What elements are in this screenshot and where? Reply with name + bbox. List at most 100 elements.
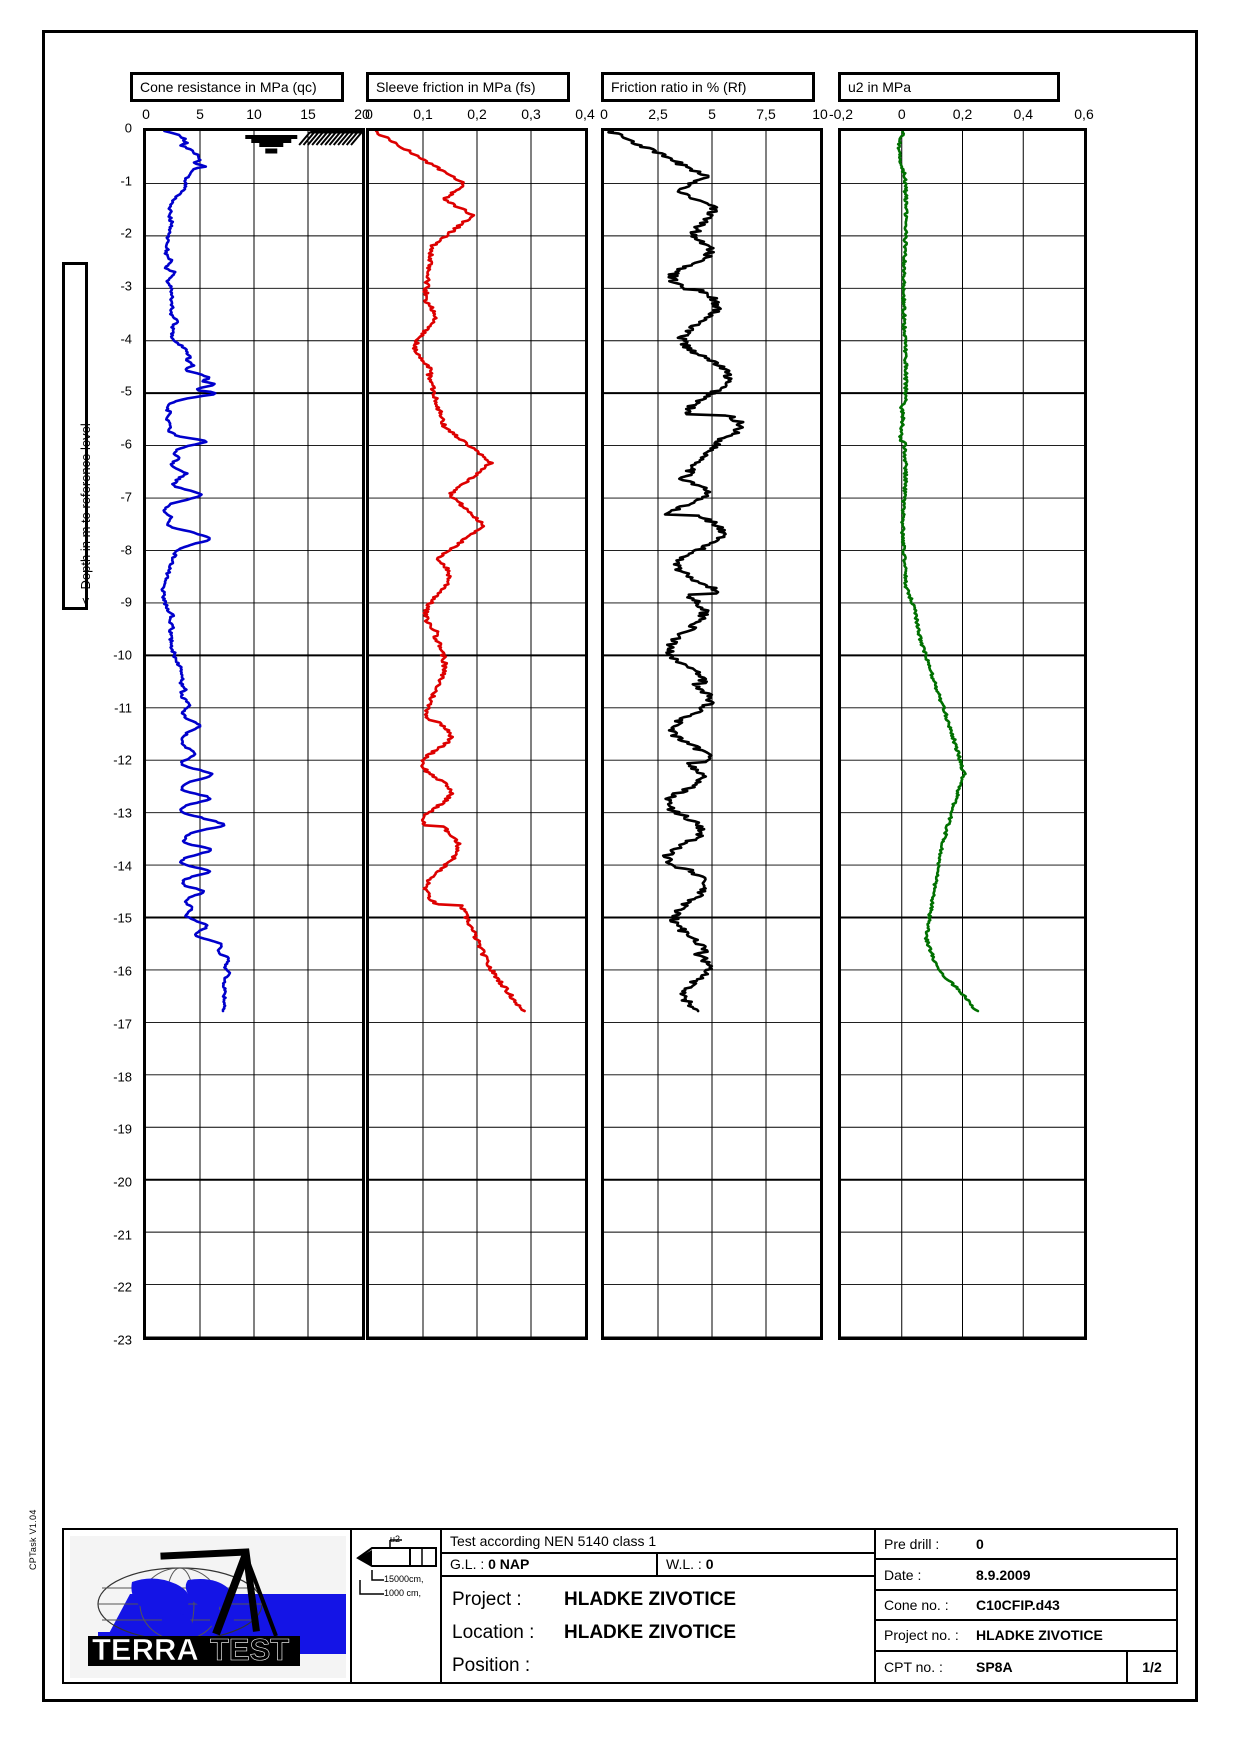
chart-title-qc-text: Cone resistance in MPa (qc) (140, 79, 317, 95)
depth-tick-19: -19 (113, 1121, 132, 1137)
chart-title-rf: Friction ratio in % (Rf) (601, 72, 815, 102)
predrill-row: Pre drill : 0 (876, 1530, 1176, 1561)
xtick-fs-0: 0 (365, 106, 373, 122)
xtick-qc-2: 10 (246, 106, 262, 122)
probe-sleeve-label: 1000 cm, (384, 1588, 422, 1598)
xtick-fs-3: 0,3 (521, 106, 541, 122)
location-row: Location : HLADKE ZIVOTICE (442, 1616, 874, 1649)
xtick-qc-3: 15 (300, 106, 316, 122)
project-label: Project : (452, 1588, 522, 1610)
depth-tick-16: -16 (113, 963, 132, 979)
page-number: 1/2 (1126, 1651, 1176, 1682)
plot-qc (143, 128, 365, 1340)
depth-tick-17: -17 (113, 1016, 132, 1032)
depth-axis-caption: <- Depth in m to reference level (62, 262, 93, 610)
xtick-u2-4: 0,6 (1074, 106, 1094, 122)
ground-level-hatch-icon (298, 131, 362, 146)
cone-value: C10CFIP.d43 (976, 1597, 1060, 1614)
wl-value: 0 (705, 1556, 714, 1573)
xtick-rf-0: 0 (600, 106, 608, 122)
depth-tick-6: -6 (120, 436, 132, 452)
xtick-u2-1: 0 (897, 106, 906, 122)
xtick-rf-1: 2,5 (648, 106, 668, 122)
terratest-wordmark: TERRA (92, 1632, 199, 1667)
cptno-row: CPT no. : SP8A 1/2 (876, 1651, 1176, 1682)
title-block-right: Pre drill : 0 Date : 8.9.2009 Cone no. :… (876, 1530, 1176, 1682)
depth-tick-20: -20 (113, 1174, 132, 1190)
depth-tick-0: 0 (124, 120, 132, 136)
chart-title-fs: Sleeve friction in MPa (fs) (366, 72, 570, 102)
probe-u2-label: u2 (390, 1534, 401, 1544)
project-info-group: Project : HLADKE ZIVOTICE Location : HLA… (442, 1577, 874, 1682)
data-trace-rf (607, 131, 745, 1013)
depth-tick-7: -7 (120, 489, 132, 505)
chart-title-qc: Cone resistance in MPa (qc) (130, 72, 344, 102)
date-value: 8.9.2009 (976, 1566, 1031, 1583)
xtick-qc-0: 0 (142, 106, 150, 122)
chart-title-u2-text: u2 in MPa (848, 79, 912, 95)
gl-wl-row: G.L. : 0 NAP W.L. : 0 (442, 1553, 874, 1577)
location-value: HLADKE ZIVOTICE (564, 1621, 737, 1643)
software-version-label: CPTask V1.04 (28, 1509, 38, 1570)
xtick-fs-1: 0,1 (413, 106, 433, 122)
xtick-u2-3: 0,4 (1013, 106, 1033, 122)
xtick-rf-4: 10 (812, 106, 828, 122)
depth-tick-12: -12 (113, 752, 132, 768)
company-logo: TERRA TEST (64, 1530, 352, 1682)
depth-tick-9: -9 (120, 594, 132, 610)
depth-tick-3: -3 (120, 278, 132, 294)
terratest-logo-graphic: TERRA TEST (70, 1536, 346, 1678)
gl-value: 0 NAP (488, 1556, 530, 1573)
xtick-fs-2: 0,2 (467, 106, 487, 122)
project-row: Project : HLADKE ZIVOTICE (442, 1583, 874, 1616)
standard-row: Test according NEN 5140 class 1 (442, 1530, 874, 1554)
predrill-value: 0 (976, 1536, 984, 1553)
projectno-label: Project no. : (884, 1627, 959, 1644)
gl-cell: G.L. : 0 NAP (442, 1553, 658, 1575)
probe-diagram: u2 15000cm, 1000 cm, (352, 1530, 442, 1682)
chart-title-u2: u2 in MPa (838, 72, 1060, 102)
data-trace-qc (160, 131, 232, 1013)
depth-tick-4: -4 (120, 331, 132, 347)
sheet-border (42, 30, 1198, 1702)
depth-tick-23: -23 (113, 1332, 132, 1348)
xtick-rf-3: 7,5 (756, 106, 776, 122)
xtick-u2-0: -0,2 (828, 106, 854, 122)
depth-tick-21: -21 (113, 1227, 132, 1243)
plot-canvas-rf (604, 131, 820, 1337)
plot-canvas-fs (369, 131, 585, 1337)
depth-axis-caption-text: <- Depth in m to reference level (78, 423, 93, 605)
depth-tick-15: -15 (113, 910, 132, 926)
depth-tick-22: -22 (113, 1279, 132, 1295)
plot-canvas-u2 (841, 131, 1084, 1337)
position-label: Position : (452, 1654, 531, 1676)
plot-u2 (838, 128, 1087, 1340)
data-trace-fs (374, 131, 526, 1013)
depth-tick-8: -8 (120, 542, 132, 558)
svg-text:TEST: TEST (210, 1632, 289, 1667)
xtick-u2-2: 0,2 (952, 106, 973, 122)
plot-fs (366, 128, 588, 1340)
wl-cell: W.L. : 0 (658, 1554, 874, 1576)
predrill-label: Pre drill : (884, 1536, 940, 1553)
cptno-label: CPT no. : (884, 1658, 943, 1675)
projectno-value: HLADKE ZIVOTICE (976, 1627, 1103, 1644)
depth-tick-5: -5 (120, 383, 132, 399)
probe-area-label: 15000cm, (384, 1574, 424, 1584)
projectno-row: Project no. : HLADKE ZIVOTICE (876, 1621, 1176, 1652)
cone-label: Cone no. : (884, 1597, 949, 1614)
title-block-middle: Test according NEN 5140 class 1 G.L. : 0… (442, 1530, 876, 1682)
date-row: Date : 8.9.2009 (876, 1560, 1176, 1591)
location-label: Location : (452, 1621, 535, 1643)
title-block: TERRA TEST u2 15000cm, 1000 cm, (62, 1528, 1178, 1684)
xtick-qc-4: 20 (354, 106, 370, 122)
depth-tick-1: -1 (120, 173, 132, 189)
plot-rf (601, 128, 823, 1340)
date-label: Date : (884, 1566, 922, 1583)
wl-label: W.L. : (666, 1556, 702, 1573)
gl-label: G.L. : (450, 1556, 485, 1573)
depth-tick-11: -11 (114, 700, 132, 716)
xtick-qc-1: 5 (196, 106, 204, 122)
standard-text: Test according NEN 5140 class 1 (450, 1532, 657, 1549)
